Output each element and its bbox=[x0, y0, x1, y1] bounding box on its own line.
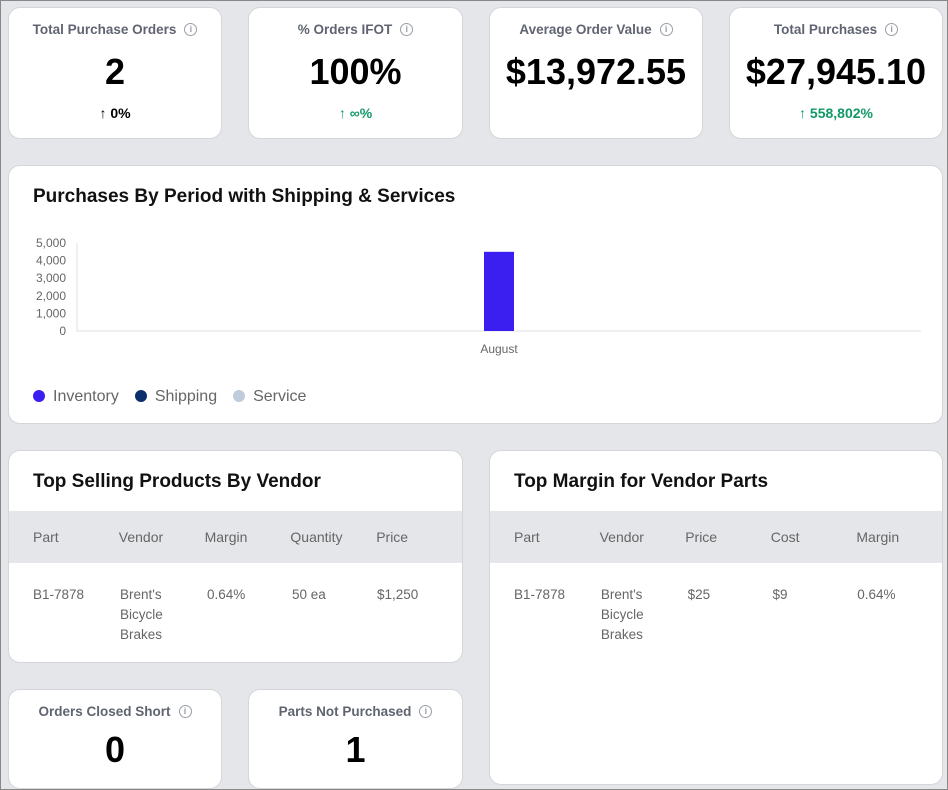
column-header: Quantity bbox=[290, 529, 343, 545]
table-cell: $25 bbox=[687, 587, 711, 602]
kpi-value: 0 bbox=[104, 729, 126, 770]
arrow-up-icon: ↑ bbox=[99, 105, 107, 121]
kpi-delta-value: ∞% bbox=[349, 105, 373, 121]
table-cell: 0.64% bbox=[206, 587, 246, 602]
y-tick-label: 3,000 bbox=[36, 271, 66, 285]
legend-label: Service bbox=[253, 388, 307, 405]
table-cell: $9 bbox=[772, 587, 788, 602]
top-margin-table: Part Vendor Price Cost Margin B1-7878 Brent's … bbox=[490, 511, 942, 645]
y-tick-label: 0 bbox=[59, 324, 66, 338]
kpi-value: 2 bbox=[104, 51, 126, 92]
kpi-value: 1 bbox=[345, 729, 366, 770]
legend-label: Inventory bbox=[53, 388, 119, 405]
y-tick-label: 1,000 bbox=[36, 306, 66, 320]
kpi-card: Total Purchases i $27,945.10 ↑ 558,802% bbox=[729, 7, 943, 139]
info-icon[interactable]: i bbox=[419, 705, 433, 718]
top-margin-title: Top Margin for Vendor Parts bbox=[514, 471, 769, 492]
kpi-value: $13,972.55 bbox=[505, 51, 687, 92]
table-header: Part Vendor Price Cost Margin bbox=[490, 511, 942, 563]
kpi-card: Orders Closed Short i 0 bbox=[8, 689, 222, 789]
top-selling-card: Top Selling Products By Vendor Part Vendo… bbox=[8, 450, 463, 663]
kpi-title: Average Order Value bbox=[519, 22, 652, 37]
table-cell: $1,250 bbox=[377, 587, 419, 602]
table-cell: 50 ea bbox=[291, 587, 326, 602]
info-icon[interactable]: i bbox=[885, 23, 899, 36]
y-tick-label: 5,000 bbox=[36, 236, 66, 250]
column-header: Price bbox=[685, 529, 718, 545]
table-cell: B1-7878 bbox=[514, 587, 566, 602]
kpi-value: $27,945.10 bbox=[745, 51, 927, 92]
column-header: Part bbox=[514, 529, 540, 545]
arrow-up-icon: ↑ bbox=[799, 105, 807, 121]
top-selling-title: Top Selling Products By Vendor bbox=[33, 471, 321, 492]
column-header: Margin bbox=[856, 529, 900, 545]
legend-item-shipping[interactable]: Shipping bbox=[134, 388, 218, 406]
kpi-delta: ↑ 0% bbox=[9, 105, 221, 121]
kpi-title: Parts Not Purchased bbox=[278, 704, 412, 719]
top-margin-card: Top Margin for Vendor Parts Part Vendor Pr… bbox=[489, 450, 943, 785]
column-header: Margin bbox=[204, 529, 248, 545]
column-header: Price bbox=[376, 529, 409, 545]
kpi-title: Total Purchases bbox=[773, 22, 878, 37]
kpi-value: 100% bbox=[309, 51, 402, 92]
kpi-card: Total Purchase Orders i 2 ↑ 0% bbox=[8, 7, 222, 139]
column-header: Vendor bbox=[118, 529, 164, 545]
arrow-up-icon: ↑ bbox=[338, 105, 346, 121]
info-icon[interactable]: i bbox=[178, 705, 192, 718]
info-icon[interactable]: i bbox=[400, 23, 414, 36]
y-tick-label: 4,000 bbox=[36, 254, 66, 268]
top-selling-table: Part Vendor Margin Quantity Price B1-7878 Bren… bbox=[9, 511, 462, 645]
y-tick-label: 2,000 bbox=[36, 289, 66, 303]
info-icon[interactable]: i bbox=[184, 23, 198, 36]
bar-chart: 0 1,000 2,000 3,000 4,000 5,000 August bbox=[36, 236, 921, 356]
table-row[interactable]: B1-7878 Brent's Bicycle Brakes $25 $9 0.64% bbox=[490, 563, 942, 645]
legend-dot-icon bbox=[33, 390, 45, 402]
table-cell: B1-7878 bbox=[33, 587, 85, 602]
kpi-card: % Orders IFOT i 100% ↑ ∞% bbox=[248, 7, 463, 139]
kpi-card: Parts Not Purchased i 1 bbox=[248, 689, 463, 789]
info-icon[interactable]: i bbox=[659, 23, 673, 36]
kpi-title: % Orders IFOT bbox=[297, 22, 393, 37]
table-cell: Brent's Bicycle Brakes bbox=[119, 587, 163, 642]
column-header: Cost bbox=[770, 529, 800, 545]
bar-inventory[interactable] bbox=[484, 251, 514, 331]
table-header: Part Vendor Margin Quantity Price bbox=[9, 511, 462, 563]
legend-item-service[interactable]: Service bbox=[233, 388, 306, 406]
chart-title: Purchases By Period with Shipping & Serv… bbox=[33, 186, 456, 207]
kpi-delta-value: 0% bbox=[110, 105, 131, 121]
table-row[interactable]: B1-7878 Brent's Bicycle Brakes 0.64% 50 ea $… bbox=[9, 563, 462, 645]
legend-dot-icon bbox=[134, 390, 147, 402]
table-cell: Brent's Bicycle Brakes bbox=[600, 587, 644, 642]
legend-dot-icon bbox=[233, 390, 246, 402]
kpi-title: Orders Closed Short bbox=[38, 704, 171, 719]
kpi-title: Total Purchase Orders bbox=[32, 22, 177, 37]
legend-label: Shipping bbox=[154, 388, 218, 405]
legend-item-inventory[interactable]: Inventory bbox=[33, 388, 119, 406]
x-tick-label: August bbox=[480, 342, 518, 356]
kpi-card: Average Order Value i $13,972.55 bbox=[489, 7, 703, 139]
kpi-delta: ↑ 558,802% bbox=[730, 105, 942, 121]
column-header: Vendor bbox=[599, 529, 644, 545]
kpi-delta-value: 558,802% bbox=[809, 105, 873, 121]
chart-legend: Inventory Shipping Service bbox=[33, 388, 306, 406]
column-header: Part bbox=[33, 529, 59, 545]
purchases-chart-card: Purchases By Period with Shipping & Serv… bbox=[8, 165, 943, 424]
kpi-delta: ↑ ∞% bbox=[249, 105, 462, 121]
table-cell: 0.64% bbox=[857, 587, 896, 602]
